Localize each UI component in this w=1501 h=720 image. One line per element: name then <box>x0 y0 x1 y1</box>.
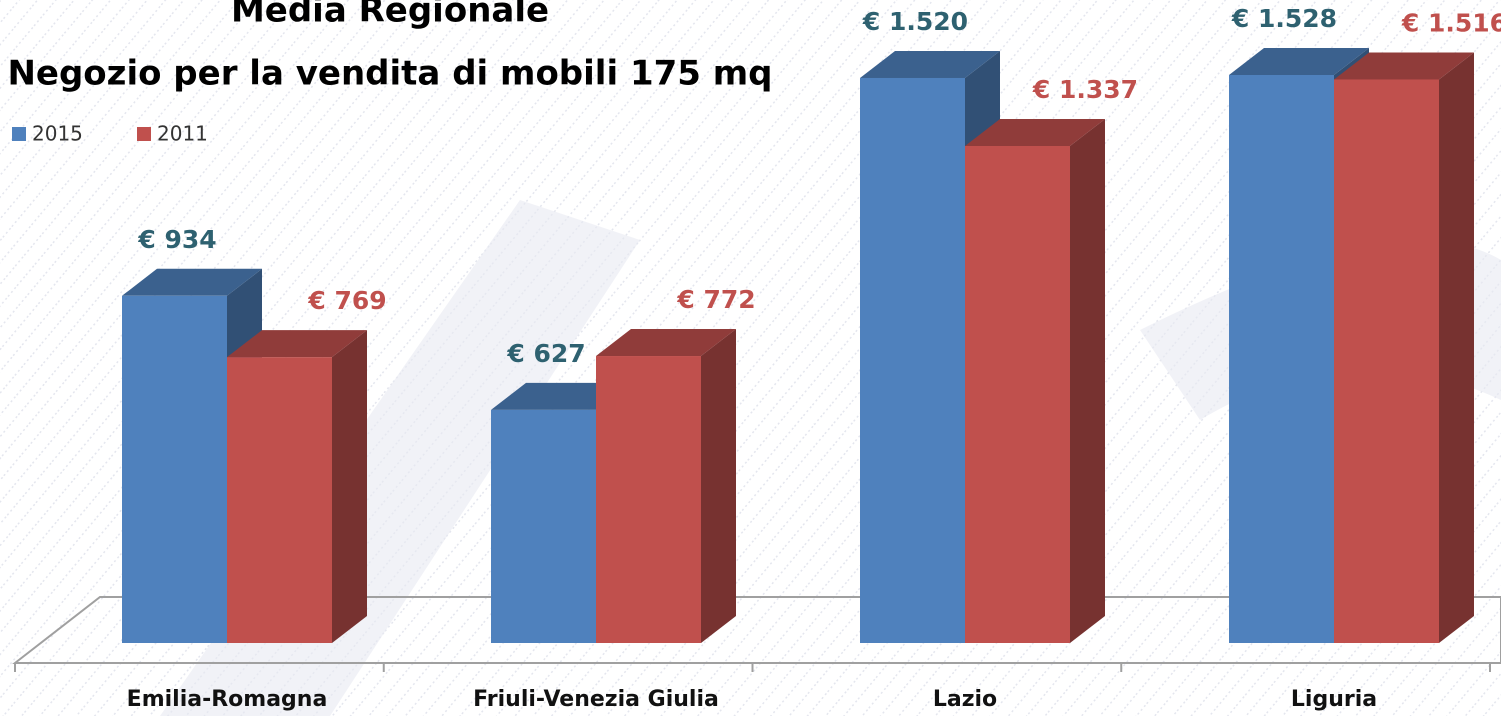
value-label: € 627 <box>506 339 585 368</box>
bar <box>596 356 701 643</box>
bar-top <box>227 330 367 358</box>
bar-top <box>1334 52 1474 80</box>
bar-side <box>332 330 367 643</box>
bar-top <box>860 50 1000 78</box>
bar <box>965 146 1070 643</box>
bar-top <box>1229 48 1369 75</box>
value-label: € 1.528 <box>1231 4 1337 33</box>
value-label: € 934 <box>137 225 216 254</box>
bar <box>491 409 596 643</box>
x-tick-label: Liguria <box>1291 687 1377 712</box>
bar-side <box>701 329 736 643</box>
value-label: € 1.516 <box>1401 8 1501 37</box>
value-label: € 1.520 <box>862 7 968 36</box>
value-label: € 769 <box>307 286 386 315</box>
legend-label: 2015 <box>32 122 83 146</box>
bar <box>227 357 332 643</box>
bar-top <box>596 329 736 357</box>
legend-label: 2011 <box>157 122 208 146</box>
x-tick-label: Lazio <box>933 687 997 712</box>
bar-top <box>122 268 262 296</box>
legend-swatch <box>137 127 151 141</box>
x-tick-label: Friuli-Venezia Giulia <box>473 687 719 712</box>
value-label: € 1.337 <box>1032 75 1138 104</box>
bar <box>1229 75 1334 643</box>
bar <box>1334 79 1439 643</box>
legend-swatch <box>12 127 26 141</box>
value-label: € 772 <box>676 285 755 314</box>
x-tick-label: Emilia-Romagna <box>127 687 328 712</box>
chart-subtitle: Negozio per la vendita di mobili 175 mq <box>7 54 772 94</box>
bar-side <box>1439 52 1474 643</box>
bar-top <box>965 119 1105 146</box>
bar <box>860 77 965 644</box>
chart-title: Media Regionale <box>231 0 549 31</box>
bar <box>122 295 227 643</box>
bar-side <box>1070 119 1105 643</box>
